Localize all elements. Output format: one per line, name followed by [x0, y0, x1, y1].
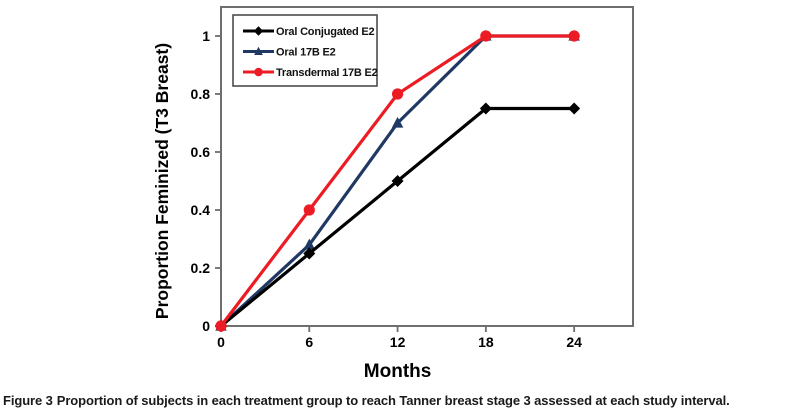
data-point-circle	[391, 88, 404, 100]
y-tick-label: 0	[202, 318, 210, 334]
data-point-circle	[568, 30, 580, 42]
data-point-diamond	[391, 175, 404, 187]
data-point-diamond	[568, 102, 581, 115]
legend-label: Oral Conjugated E2	[276, 26, 375, 38]
data-point-circle	[215, 320, 227, 332]
y-axis-title: Proportion Feminized (T3 Breast)	[152, 43, 172, 319]
figure-caption: Figure 3 Proportion of subjects in each t…	[3, 393, 793, 408]
figure-caption-text: Proportion of subjects in each treatment…	[56, 393, 730, 408]
legend-label: Oral 17B E2	[276, 47, 336, 59]
data-point-circle	[480, 30, 492, 42]
y-tick-label: 0.4	[191, 202, 211, 218]
data-point-diamond	[479, 102, 492, 115]
x-tick-label: 24	[566, 334, 582, 350]
data-point-circle	[254, 67, 263, 77]
data-point-diamond	[253, 26, 264, 36]
x-tick-label: 12	[390, 334, 406, 350]
y-tick-label: 1	[202, 28, 210, 44]
x-tick-label: 0	[217, 334, 225, 350]
x-tick-label: 6	[305, 334, 313, 350]
y-tick-label: 0.6	[191, 144, 211, 160]
y-tick-label: 0.2	[191, 260, 211, 276]
legend-label: Transdermal 17B E2	[276, 67, 378, 79]
data-point-triangle	[391, 116, 404, 128]
x-tick-label: 18	[478, 334, 494, 350]
x-axis-title: Months	[364, 361, 432, 382]
y-tick-label: 0.8	[191, 86, 211, 102]
line-chart: 0 0.2 0.4 0.6 0.8 1 0 6 12 18 24 Proportion Feminiz…	[152, 6, 634, 382]
figure-caption-label: Figure 3	[3, 393, 53, 408]
data-point-triangle	[254, 46, 263, 56]
data-point-diamond	[303, 247, 316, 260]
data-point-circle	[303, 204, 315, 216]
data-point-triangle	[303, 238, 315, 250]
